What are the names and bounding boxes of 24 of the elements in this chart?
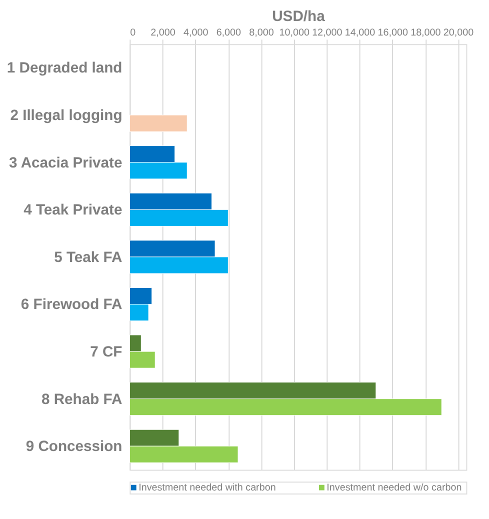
x-tick-label: 20,000 [443, 28, 474, 39]
y-tick-label: 7 CF [90, 344, 122, 360]
x-tick-label: 16,000 [378, 28, 408, 39]
y-tick-label: 9 Concession [26, 439, 122, 456]
y-tick-label: 6 Firewood FA [20, 297, 123, 314]
x-tick-label: 0 [130, 28, 136, 39]
x-axis-title: USD/ha [272, 8, 326, 25]
y-tick-label: 3 Acacia Private [9, 155, 122, 172]
x-tick-label: 6,000 [216, 28, 242, 39]
x-tick-label: 2,000 [150, 28, 176, 39]
x-tick-label: 10,000 [279, 28, 310, 39]
x-tick-label: 4,000 [183, 28, 209, 39]
y-tick-label: 4 Teak Private [24, 202, 122, 219]
legend-label: Investment needed with carbon [138, 482, 276, 494]
x-tick-label: 18,000 [410, 28, 442, 39]
x-tick-label: 14,000 [344, 28, 376, 39]
legend-label: Investment needed w/o carbon [326, 482, 462, 494]
x-tick-label: 12,000 [312, 28, 343, 39]
y-tick-label: 2 Illegal logging [10, 108, 122, 124]
y-tick-label: 8 Rehab FA [41, 392, 123, 408]
y-tick-label: 5 Teak FA [54, 250, 123, 266]
bar [129, 114, 188, 132]
y-tick-label: 1 Degraded land [6, 60, 122, 77]
x-tick-label: 8,000 [249, 28, 274, 39]
